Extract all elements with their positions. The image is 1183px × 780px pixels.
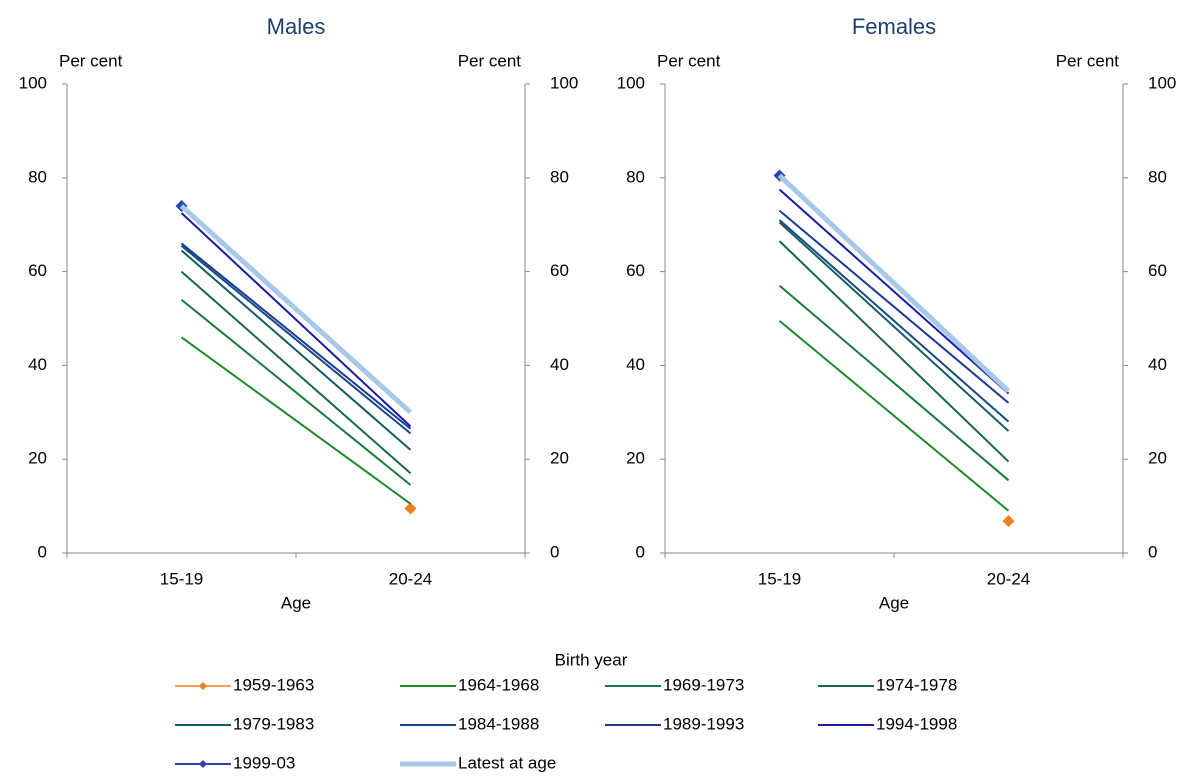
legend-title: Birth year <box>555 650 628 669</box>
y-tick-label: 100 <box>19 73 47 92</box>
y2-tick-label: 80 <box>1148 167 1167 186</box>
legend-item: 1989-1993 <box>605 714 744 733</box>
x-tick-label: 15-19 <box>160 569 203 588</box>
series-line <box>180 298 412 486</box>
x-axis-label: Age <box>281 593 311 612</box>
legend-item: Latest at age <box>400 753 556 772</box>
y-tick-label: 0 <box>636 542 645 561</box>
y2-tick-label: 100 <box>1148 73 1176 92</box>
y2-tick-label: 40 <box>550 355 569 374</box>
series-line <box>778 240 1010 463</box>
y2-tick-label: 20 <box>550 449 569 468</box>
series-line <box>778 219 1010 423</box>
legend-marker <box>199 682 207 690</box>
y-axis-label: Per cent <box>59 51 123 70</box>
series-line <box>778 188 1010 395</box>
series-line <box>180 242 412 430</box>
legend-item: 1964-1968 <box>400 675 539 694</box>
y-tick-label: 20 <box>626 449 645 468</box>
series-line <box>778 221 1010 432</box>
legend-label: 1979-1983 <box>233 714 314 733</box>
x-axis-label: Age <box>879 593 909 612</box>
y2-tick-label: 100 <box>550 73 578 92</box>
legend-item: 1984-1988 <box>400 714 539 733</box>
series-line <box>180 336 412 505</box>
legend-item: 1959-1963 <box>175 675 314 694</box>
series-line <box>778 320 1010 512</box>
legend-item: 1969-1973 <box>605 675 744 694</box>
legend-label: 1999-03 <box>233 753 295 772</box>
y2-tick-label: 0 <box>550 542 559 561</box>
series-line <box>180 212 412 428</box>
y-tick-label: 40 <box>28 355 47 374</box>
marker <box>1002 515 1015 528</box>
y-tick-label: 20 <box>28 449 47 468</box>
y2-tick-label: 60 <box>550 261 569 280</box>
series-line <box>180 270 412 475</box>
legend-label: 1984-1988 <box>458 714 539 733</box>
y2-tick-label: 20 <box>1148 449 1167 468</box>
legend-item: 1999-03 <box>175 753 295 772</box>
y2-tick-label: 0 <box>1148 542 1157 561</box>
legend-item: 1979-1983 <box>175 714 314 733</box>
y2-axis-label: Per cent <box>458 51 522 70</box>
y-axis-label: Per cent <box>657 51 721 70</box>
legend-marker <box>199 760 207 768</box>
y-tick-label: 60 <box>28 261 47 280</box>
x-tick-label: 20-24 <box>389 569 432 588</box>
chart-title: Females <box>852 14 936 39</box>
legend-label: Latest at age <box>458 753 556 772</box>
series-line <box>777 173 1011 394</box>
y-tick-label: 100 <box>617 73 645 92</box>
series-line <box>180 245 412 435</box>
series-line <box>778 209 1010 404</box>
legend-item: 1994-1998 <box>818 714 957 733</box>
series-line <box>778 284 1010 482</box>
y-tick-label: 60 <box>626 261 645 280</box>
y-tick-label: 0 <box>38 542 47 561</box>
legend-label: 1974-1978 <box>876 675 957 694</box>
y2-tick-label: 80 <box>550 167 569 186</box>
legend-item: 1974-1978 <box>818 675 957 694</box>
y-tick-label: 40 <box>626 355 645 374</box>
x-tick-label: 20-24 <box>987 569 1030 588</box>
y2-axis-label: Per cent <box>1056 51 1120 70</box>
legend-label: 1959-1963 <box>233 675 314 694</box>
y2-tick-label: 60 <box>1148 261 1167 280</box>
chart-title: Males <box>267 14 326 39</box>
series-line <box>180 249 412 451</box>
y2-tick-label: 40 <box>1148 355 1167 374</box>
series-line <box>179 204 413 415</box>
legend-label: 1964-1968 <box>458 675 539 694</box>
legend-label: 1994-1998 <box>876 714 957 733</box>
legend-label: 1989-1993 <box>663 714 744 733</box>
y-tick-label: 80 <box>626 167 645 186</box>
legend-label: 1969-1973 <box>663 675 744 694</box>
y-tick-label: 80 <box>28 167 47 186</box>
x-tick-label: 15-19 <box>758 569 801 588</box>
marker <box>404 502 417 515</box>
